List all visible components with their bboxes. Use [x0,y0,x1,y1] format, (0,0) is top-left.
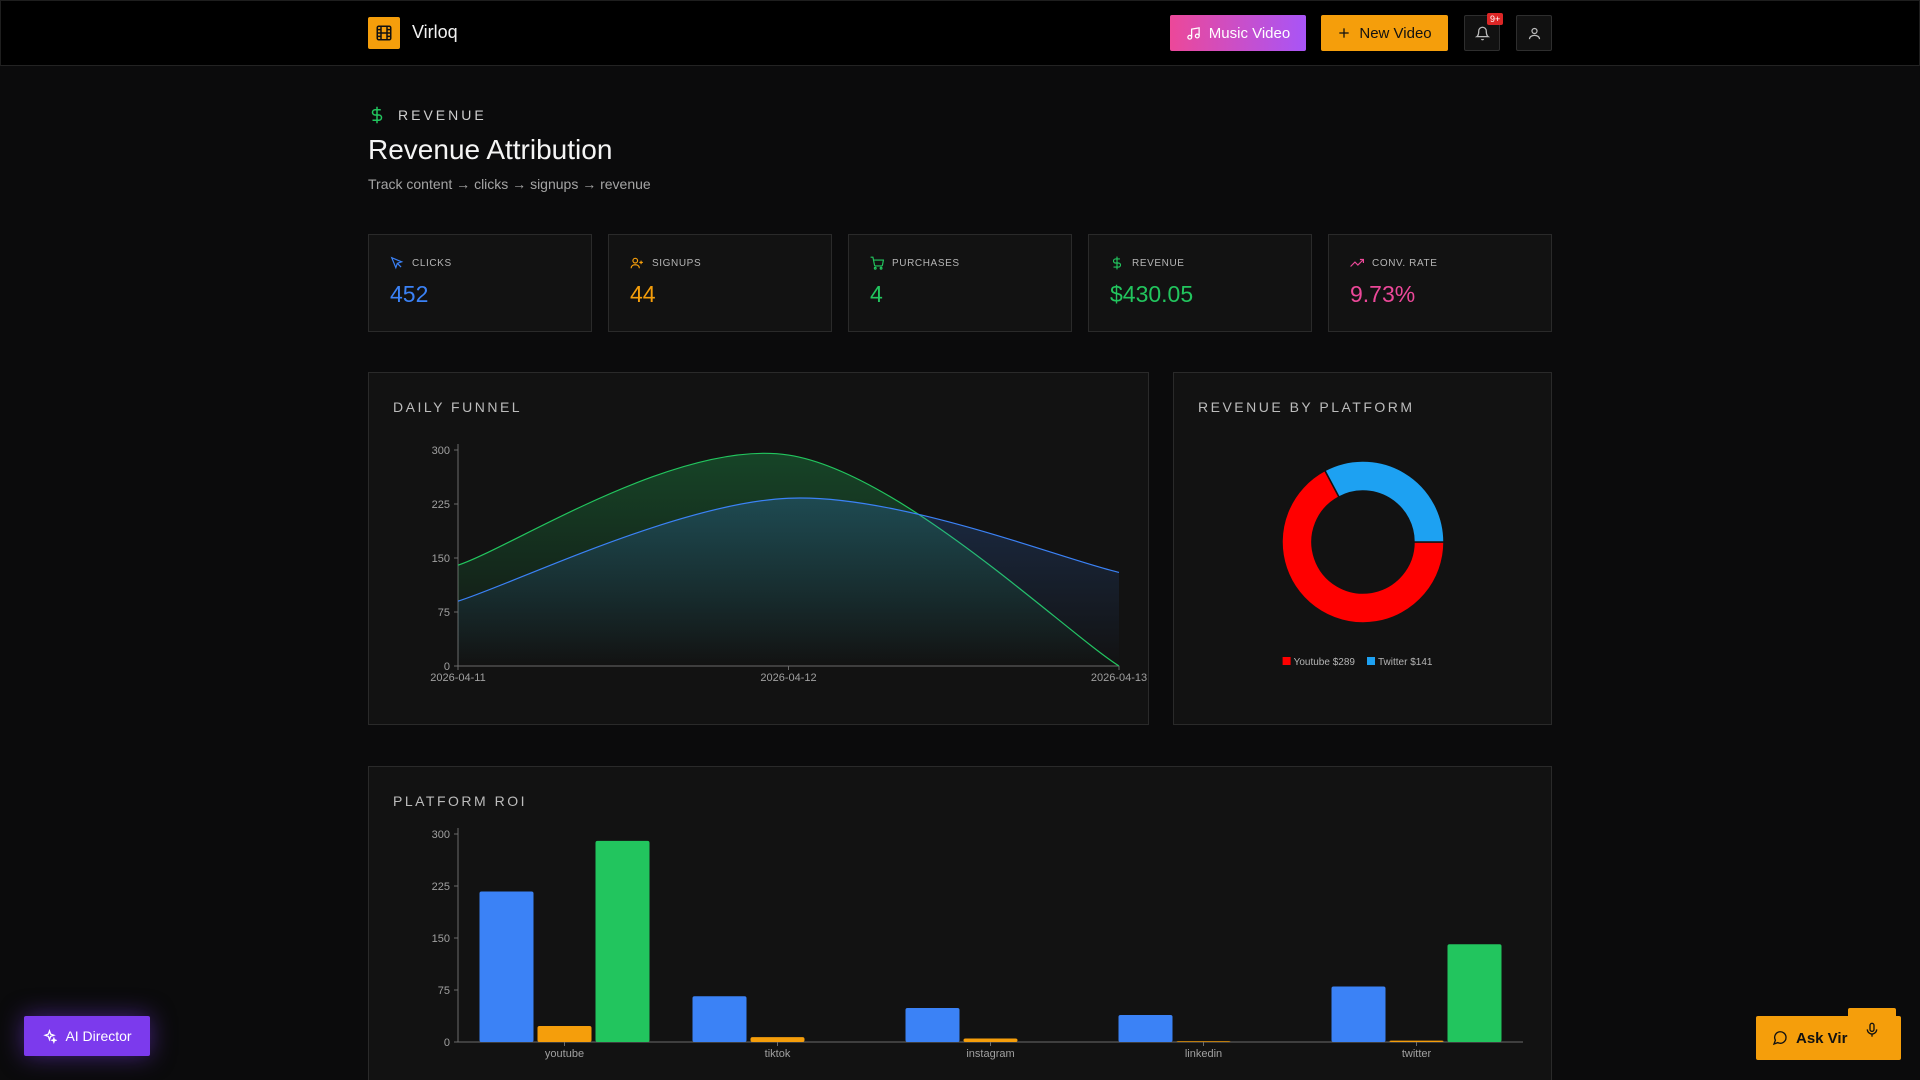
platform-roi-chart: 0 75 150 225 300 youtube tiktok instagram linked… [432,828,1523,1060]
music-note-icon [1187,26,1200,40]
donut-slice [1281,469,1445,624]
brand-name[interactable]: Virloq [412,22,458,42]
roi-bar [1331,986,1386,1042]
dollar-icon [371,106,383,124]
stat-value: 452 [390,281,429,307]
cart-icon [870,256,884,270]
platform-roi-panel: PLATFORM ROI 0 75 150 225 300 youtube tiktok in… [368,766,1552,1080]
stat-value: 44 [630,281,656,307]
roi-bar [750,1037,805,1042]
microphone-icon [1866,1022,1878,1037]
stat-card-signups: SIGNUPS 44 [608,234,832,332]
x-tick-label: tiktok [765,1048,791,1060]
revenue-by-platform-panel: REVENUE BY PLATFORM Youtube $289 Twitter … [1173,372,1552,725]
film-icon[interactable] [368,17,400,49]
kicker-text: REVENUE [398,107,487,123]
stat-value: 4 [870,281,883,307]
ai-director-button[interactable]: AI Director [24,1016,150,1056]
roi-bar [692,996,747,1042]
stat-value: 9.73% [1350,281,1416,307]
user-plus-icon [630,257,643,269]
x-tick-label: 2026-04-12 [760,672,816,684]
roi-bar [1176,1041,1231,1042]
x-tick-label: linkedin [1185,1048,1222,1060]
ai-director-label: AI Director [65,1028,132,1044]
plus-icon [1339,28,1350,38]
revenue-donut-chart: Youtube $289 Twitter $141 [1281,460,1445,668]
stat-label: SIGNUPS [652,257,702,269]
chat-bubble-icon [1772,1031,1787,1046]
roi-bar [479,891,534,1042]
roi-bar [1447,944,1502,1042]
page-title: Revenue Attribution [368,134,613,165]
voice-input-button[interactable] [1848,1008,1896,1052]
panel-title: DAILY FUNNEL [393,399,523,415]
roi-bar [1389,1040,1444,1042]
y-tick-label: 225 [432,881,450,893]
daily-funnel-chart: 0 75 150 225 300 2026-04-11 2026-04-12 2026-04-… [430,444,1147,684]
cursor-icon [390,256,404,270]
x-tick-label: youtube [545,1048,584,1060]
stat-label: REVENUE [1132,257,1185,269]
legend-label: Twitter $141 [1378,657,1433,668]
stat-label: PURCHASES [892,257,960,269]
ask-virl-label: Ask Virl [1796,1029,1852,1047]
section-kicker: REVENUE [368,105,487,125]
profile-button[interactable] [1516,15,1552,51]
page-subtitle: Track content → clicks → signups → reven… [368,176,651,192]
new-video-button[interactable]: New Video [1321,15,1448,51]
roi-bar [537,1026,592,1042]
sparkles-icon [43,1028,58,1044]
top-bar [0,0,1920,66]
x-tick-label: instagram [966,1048,1014,1060]
trending-up-icon [1350,258,1364,267]
x-tick-label: twitter [1402,1048,1432,1060]
bell-icon [1474,26,1490,40]
x-tick-label: 2026-04-11 [430,672,485,684]
stat-card-purchases: PURCHASES 4 [848,234,1072,332]
legend-swatch [1367,657,1375,665]
legend-label: Youtube $289 [1294,657,1356,668]
roi-bar [905,1008,960,1042]
funnel-line-1 [457,497,1120,602]
x-tick-label: 2026-04-13 [1091,672,1147,684]
y-tick-label: 300 [432,829,450,841]
user-icon [1528,27,1540,39]
music-video-label: Music Video [1208,24,1291,42]
y-tick-label: 0 [444,661,450,673]
stat-label: CONV. RATE [1372,257,1438,269]
stat-card-conv-rate: CONV. RATE 9.73% [1328,234,1552,332]
music-video-button[interactable]: Music Video [1170,15,1306,51]
funnel-area-1 [458,497,1119,666]
roi-bar [1118,1014,1173,1042]
y-tick-label: 300 [432,445,450,457]
y-tick-label: 150 [432,933,450,945]
daily-funnel-panel: DAILY FUNNEL 0 75 150 225 300 2026-04-11 2026-… [368,372,1149,725]
y-tick-label: 150 [432,553,450,565]
roi-bar [595,840,650,1042]
stat-card-clicks: CLICKS 452 [368,234,592,332]
dollar-icon [1112,256,1122,270]
stat-value: $430.05 [1110,281,1194,307]
panel-title: PLATFORM ROI [393,793,527,809]
donut-slice [1323,460,1445,543]
y-tick-label: 75 [438,985,450,997]
y-tick-label: 75 [438,607,450,619]
y-tick-label: 0 [444,1037,450,1049]
roi-bar [963,1038,1018,1042]
new-video-label: New Video [1359,24,1432,42]
stat-card-revenue: REVENUE $430.05 [1088,234,1312,332]
panel-title: REVENUE BY PLATFORM [1198,399,1415,415]
legend-swatch [1282,657,1291,665]
notification-badge: 9+ [1487,13,1504,25]
y-tick-label: 225 [432,499,450,511]
stat-label: CLICKS [412,257,452,269]
